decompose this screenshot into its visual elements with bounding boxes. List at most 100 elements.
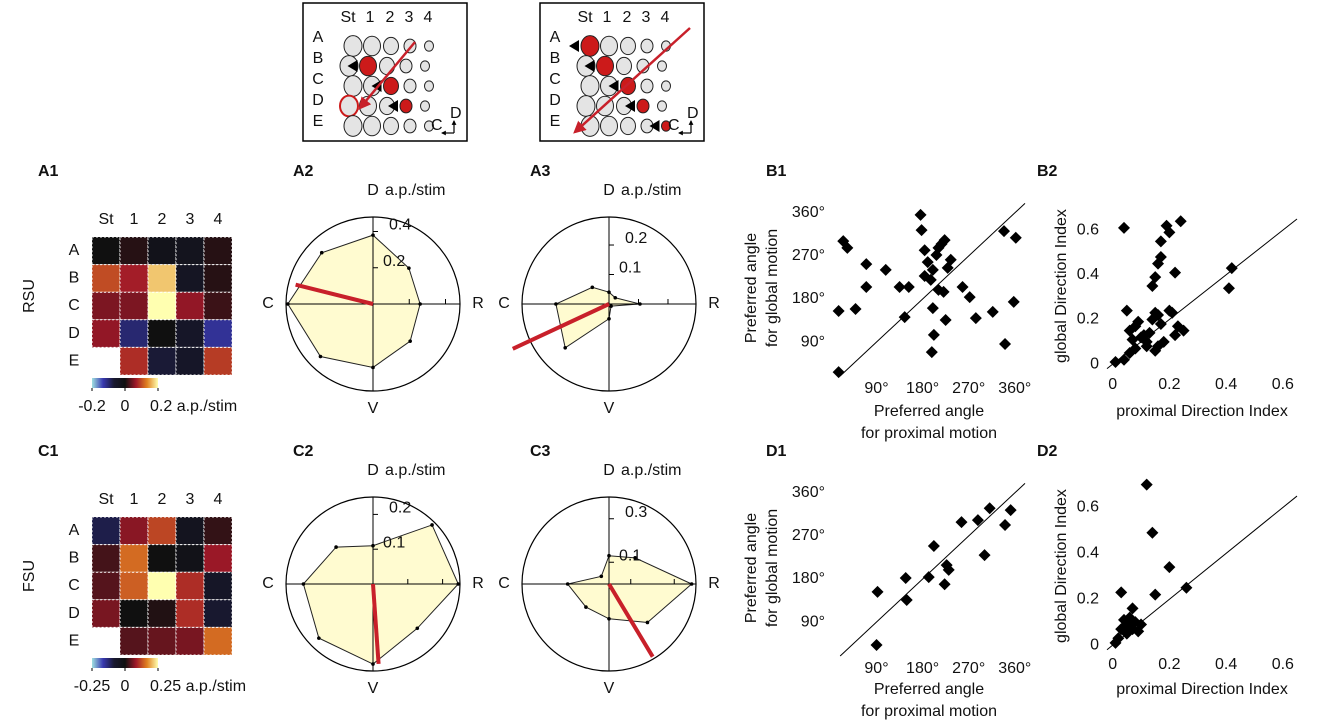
- scatter-point: [927, 540, 940, 552]
- scatter-point: [939, 314, 952, 327]
- panel-label: D1: [766, 443, 787, 460]
- direction-label: D: [603, 462, 615, 479]
- preferred-direction-vector: [607, 582, 655, 658]
- schematic-column-label: St: [577, 9, 593, 26]
- deflection-arrow: [625, 100, 635, 112]
- tuning-point: [301, 582, 306, 586]
- radial-tick-label: 0.2: [389, 500, 411, 517]
- scatter-point: [926, 302, 939, 315]
- scatter-point: [1004, 504, 1017, 517]
- direction-label: R: [708, 295, 720, 312]
- scatter-point: [927, 328, 940, 341]
- scatter-point: [898, 311, 911, 324]
- scatter-point: [918, 244, 931, 257]
- scatter-point: [1120, 304, 1133, 317]
- column-label: 3: [186, 211, 195, 228]
- colorbar-tick-label: 0.25 a.p./stim: [150, 678, 246, 695]
- y-tick-label: 360°: [792, 204, 825, 221]
- tuning-point: [607, 617, 611, 621]
- heatmap-cell: [147, 626, 177, 656]
- whisker-barrel: [600, 115, 618, 137]
- heatmap-cell: [147, 319, 177, 348]
- preferred-direction-vector: [371, 583, 381, 664]
- whisker-barrel: [343, 75, 363, 97]
- scatter-point: [986, 305, 999, 318]
- scatter-point: [899, 572, 912, 585]
- heatmap-cell: [175, 319, 205, 348]
- heatmap-cell: [203, 291, 233, 321]
- radial-tick-label: 0.3: [625, 504, 647, 521]
- scatter-point: [922, 571, 935, 584]
- heatmap-cell: [147, 599, 177, 628]
- whisker-barrel: [424, 120, 434, 132]
- heatmap-cell: [203, 236, 233, 266]
- heatmap-cell: [175, 599, 205, 628]
- x-axis-label: for proximal motion: [861, 425, 997, 442]
- y-axis-label: global Direction Index: [1053, 209, 1070, 363]
- x-axis-label: proximal Direction Index: [1116, 403, 1288, 420]
- compass-label: D: [450, 105, 462, 122]
- x-axis-label: for proximal motion: [861, 703, 997, 720]
- scatter-point: [860, 281, 873, 294]
- y-tick-label: 180°: [792, 570, 825, 587]
- scatter-point: [860, 258, 873, 271]
- row-label: FSU: [21, 560, 38, 592]
- scatter-point: [1163, 561, 1176, 574]
- scatter-point: [1169, 266, 1182, 279]
- tuning-point: [599, 574, 604, 579]
- whisker-barrel: [600, 35, 618, 57]
- schematic-row-label: B: [313, 50, 324, 67]
- x-tick-label: 180°: [906, 660, 939, 677]
- scatter-point: [942, 563, 955, 576]
- colorbar-tick-label: -0.2: [78, 398, 106, 415]
- heatmap-cell: [91, 291, 121, 321]
- heatmap-cell: [175, 236, 205, 266]
- heatmap-cell: [203, 544, 233, 573]
- x-tick-label: 0: [1108, 376, 1117, 393]
- heatmap-cell: [119, 599, 149, 628]
- row-label: B: [69, 270, 80, 287]
- scatter-point: [870, 639, 883, 651]
- identity-line: [1106, 218, 1298, 370]
- scatter-point: [1126, 602, 1139, 615]
- heatmap-cell: [203, 571, 233, 601]
- schematic-column-label: 1: [366, 9, 375, 26]
- tuning-point: [645, 620, 650, 625]
- x-tick-label: 0.4: [1215, 376, 1237, 393]
- heatmap-cell: [203, 319, 233, 348]
- radial-unit-label: a.p./stim: [621, 182, 681, 199]
- y-tick-label: 90°: [801, 613, 825, 630]
- schematic-row-label: B: [550, 50, 561, 67]
- whisker-barrel: [420, 60, 430, 72]
- panel-label: A2: [293, 163, 314, 180]
- tuning-point: [286, 302, 290, 306]
- tuning-point: [317, 636, 321, 640]
- tuning-point: [565, 582, 570, 586]
- schematic-column-label: 2: [623, 9, 632, 26]
- tuning-point: [689, 582, 694, 586]
- tuning-point: [371, 543, 375, 548]
- tuning-point: [456, 582, 461, 586]
- whisker-barrel: [339, 94, 359, 118]
- scatter-point: [1007, 295, 1020, 308]
- row-label: E: [69, 352, 80, 369]
- heatmap-cell: [119, 571, 149, 601]
- colorbar: [92, 658, 158, 668]
- heatmap-cell: [119, 236, 149, 266]
- schematic-column-label: 3: [405, 9, 414, 26]
- panel-label: C3: [530, 443, 551, 460]
- schematic-row-label: D: [312, 92, 324, 109]
- schematic-column-label: 2: [386, 9, 395, 26]
- panel-label: B1: [766, 163, 787, 180]
- whisker-barrel: [383, 36, 399, 56]
- whisker-barrel: [657, 100, 667, 112]
- panel-label: A1: [38, 163, 59, 180]
- deflection-arrow: [569, 40, 579, 52]
- whisker-barrel: [424, 80, 434, 92]
- whisker-barrel: [640, 78, 654, 94]
- heatmap-cell: [119, 346, 149, 376]
- heatmap-cell: [203, 516, 233, 546]
- schematic-column-label: 4: [424, 9, 433, 26]
- scatter-point: [955, 516, 968, 529]
